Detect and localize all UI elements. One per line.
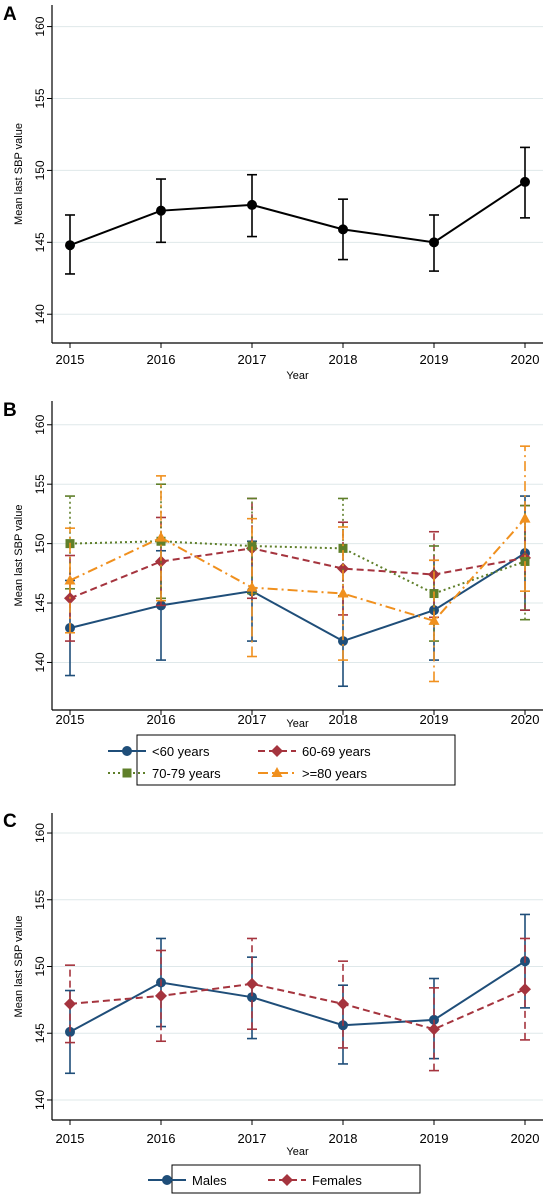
x-tick-label: 2019 xyxy=(420,712,449,727)
data-point xyxy=(337,562,349,575)
data-point xyxy=(520,176,530,187)
panel-a: A 140 145 150 155 160 2015 2016 2017 2018 2019 2020… xyxy=(3,4,543,382)
data-point xyxy=(155,531,167,542)
y-tick-label: 150 xyxy=(33,160,47,180)
data-point xyxy=(247,541,257,551)
data-point xyxy=(428,1023,440,1036)
y-tick-label: 140 xyxy=(33,652,47,672)
series-1 xyxy=(64,937,531,1072)
y-axis-label: Mean last SBP value xyxy=(13,916,25,1018)
y-tick-label: 140 xyxy=(33,1090,47,1110)
series-line xyxy=(69,547,526,600)
series-line xyxy=(69,517,526,623)
y-tick-label: 145 xyxy=(33,1023,47,1043)
legend-label: >=80 years xyxy=(302,766,368,781)
y-tick-label: 145 xyxy=(33,232,47,252)
series-line xyxy=(69,982,526,1031)
series-line xyxy=(69,181,526,247)
y-tick-label: 155 xyxy=(33,889,47,909)
y-tick-label: 155 xyxy=(33,88,47,108)
panel-b: B 140 145 150 155 160 2015 2016 2017 2018 2019 2020… xyxy=(3,400,543,786)
data-point xyxy=(246,977,258,990)
legend-label: Females xyxy=(312,1173,362,1188)
panel-label: C xyxy=(3,811,17,832)
data-point xyxy=(337,997,349,1010)
y-axis-label: Mean last SBP value xyxy=(13,505,25,607)
x-tick-label: 2018 xyxy=(329,352,358,367)
series-0 xyxy=(65,913,530,1075)
legend-swatch-marker xyxy=(162,1175,172,1185)
data-point xyxy=(156,205,166,216)
y-tick-label: 140 xyxy=(33,304,47,324)
x-tick-label: 2020 xyxy=(511,352,540,367)
x-tick-label: 2020 xyxy=(511,712,540,727)
series-line xyxy=(69,960,526,1033)
x-tick-label: 2016 xyxy=(147,712,176,727)
y-tick-label: 155 xyxy=(33,474,47,494)
series-3 xyxy=(64,445,531,683)
data-point xyxy=(337,587,349,598)
series-1 xyxy=(64,497,531,642)
data-point xyxy=(246,581,258,592)
x-tick-label: 2016 xyxy=(147,1131,176,1146)
x-tick-label: 2015 xyxy=(56,712,85,727)
x-tick-label: 2015 xyxy=(56,1131,85,1146)
x-axis-label: Year xyxy=(286,370,309,382)
series-line xyxy=(69,540,526,595)
y-axis-label: Mean last SBP value xyxy=(13,123,25,225)
legend-swatch-marker xyxy=(271,767,283,777)
legend: Males Females xyxy=(148,1164,421,1194)
x-tick-label: 2015 xyxy=(56,352,85,367)
x-tick-label: 2017 xyxy=(238,1131,267,1146)
x-tick-label: 2019 xyxy=(420,1131,449,1146)
data-point xyxy=(519,983,531,996)
y-tick-label: 160 xyxy=(33,16,47,36)
data-point xyxy=(64,997,76,1010)
x-tick-label: 2018 xyxy=(329,1131,358,1146)
series-line xyxy=(69,552,526,643)
legend-swatch-marker xyxy=(122,746,132,756)
x-axis-label: Year xyxy=(286,718,309,730)
x-tick-label: 2017 xyxy=(238,712,267,727)
x-tick-label: 2019 xyxy=(420,352,449,367)
data-point xyxy=(64,574,76,585)
panel-c: C 140 145 150 155 160 2015 2016 2017 2018 2019 2020… xyxy=(3,811,543,1194)
data-point xyxy=(155,989,167,1002)
series-2 xyxy=(65,483,530,642)
legend-swatch-marker xyxy=(271,745,283,757)
legend-swatch-marker xyxy=(122,768,132,778)
x-tick-label: 2018 xyxy=(329,712,358,727)
data-point xyxy=(338,543,348,553)
x-tick-label: 2020 xyxy=(511,1131,540,1146)
y-tick-label: 150 xyxy=(33,533,47,553)
data-point xyxy=(428,614,440,625)
legend-label: 70-79 years xyxy=(152,766,221,781)
y-tick-label: 160 xyxy=(33,414,47,434)
data-point xyxy=(519,512,531,523)
y-tick-label: 150 xyxy=(33,956,47,976)
legend-box xyxy=(136,734,456,786)
legend-label: Males xyxy=(192,1173,227,1188)
legend-label: <60 years xyxy=(152,744,210,759)
data-point xyxy=(65,240,75,251)
data-point xyxy=(338,224,348,235)
legend-label: 60-69 years xyxy=(302,744,371,759)
data-point xyxy=(429,237,439,248)
x-tick-label: 2017 xyxy=(238,352,267,367)
data-point xyxy=(247,199,257,210)
y-tick-label: 145 xyxy=(33,593,47,613)
legend: <60 years 60-69 years 70-79 years >=80 year… xyxy=(108,734,456,786)
x-axis-label: Year xyxy=(286,1146,309,1158)
panel-label: A xyxy=(3,4,17,25)
panel-label: B xyxy=(3,400,17,421)
x-tick-label: 2016 xyxy=(147,352,176,367)
legend-swatch-marker xyxy=(281,1174,293,1186)
y-tick-label: 160 xyxy=(33,823,47,843)
series-0 xyxy=(65,146,530,275)
